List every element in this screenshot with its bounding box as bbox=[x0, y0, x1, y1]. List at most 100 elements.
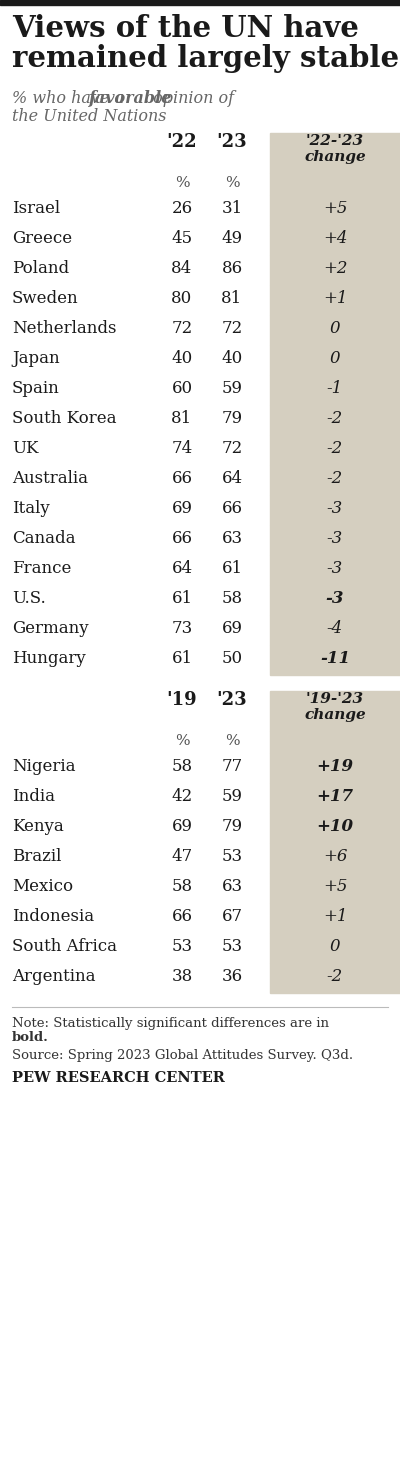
Text: 72: 72 bbox=[221, 441, 243, 457]
Text: 0: 0 bbox=[330, 349, 340, 367]
Text: +19: +19 bbox=[316, 758, 354, 775]
Text: 66: 66 bbox=[172, 908, 192, 926]
Bar bbox=[270, 843, 400, 873]
Text: 61: 61 bbox=[172, 650, 192, 668]
Text: +5: +5 bbox=[323, 879, 347, 895]
Text: % who have a: % who have a bbox=[12, 90, 129, 108]
Bar bbox=[270, 374, 400, 405]
Text: 50: 50 bbox=[222, 650, 242, 668]
Text: 81: 81 bbox=[221, 290, 243, 307]
Text: Nigeria: Nigeria bbox=[12, 758, 76, 775]
Text: +1: +1 bbox=[323, 290, 347, 307]
Text: 64: 64 bbox=[172, 560, 192, 576]
Text: bold.: bold. bbox=[12, 1030, 49, 1044]
Text: 69: 69 bbox=[172, 818, 192, 834]
Text: -4: -4 bbox=[327, 621, 343, 637]
Text: 74: 74 bbox=[171, 441, 193, 457]
Text: Kenya: Kenya bbox=[12, 818, 64, 834]
Text: the United Nations: the United Nations bbox=[12, 108, 166, 125]
Bar bbox=[270, 464, 400, 495]
Text: Spain: Spain bbox=[12, 380, 60, 397]
Text: '23: '23 bbox=[217, 691, 247, 709]
Bar bbox=[270, 255, 400, 284]
Text: opinion of: opinion of bbox=[148, 90, 234, 108]
Text: Germany: Germany bbox=[12, 621, 89, 637]
Text: Brazil: Brazil bbox=[12, 848, 61, 865]
Text: 60: 60 bbox=[172, 380, 192, 397]
Text: 49: 49 bbox=[222, 230, 242, 248]
Text: change: change bbox=[304, 150, 366, 164]
Bar bbox=[270, 172, 400, 195]
Bar bbox=[0, 0, 400, 4]
Text: +17: +17 bbox=[316, 789, 354, 805]
Bar bbox=[270, 814, 400, 843]
Text: +1: +1 bbox=[323, 908, 347, 926]
Bar bbox=[270, 731, 400, 753]
Text: India: India bbox=[12, 789, 55, 805]
Text: -3: -3 bbox=[327, 500, 343, 517]
Text: Note: Statistically significant differences are in: Note: Statistically significant differen… bbox=[12, 1017, 329, 1030]
Text: France: France bbox=[12, 560, 71, 576]
Text: 63: 63 bbox=[222, 531, 242, 547]
Text: 53: 53 bbox=[222, 937, 242, 955]
Text: 59: 59 bbox=[222, 789, 242, 805]
Bar bbox=[270, 525, 400, 556]
Text: -3: -3 bbox=[326, 590, 344, 607]
Text: +5: +5 bbox=[323, 200, 347, 217]
Bar bbox=[270, 556, 400, 585]
Text: 36: 36 bbox=[222, 968, 242, 985]
Text: 73: 73 bbox=[171, 621, 193, 637]
Text: %: % bbox=[175, 175, 189, 190]
Text: 66: 66 bbox=[172, 470, 192, 486]
Bar bbox=[270, 691, 400, 731]
Text: 77: 77 bbox=[221, 758, 243, 775]
Text: -3: -3 bbox=[327, 560, 343, 576]
Text: Views of the UN have: Views of the UN have bbox=[12, 13, 359, 43]
Text: 72: 72 bbox=[171, 320, 193, 338]
Text: -1: -1 bbox=[327, 380, 343, 397]
Bar bbox=[270, 753, 400, 783]
Text: 59: 59 bbox=[222, 380, 242, 397]
Text: %: % bbox=[175, 734, 189, 747]
Text: 79: 79 bbox=[222, 410, 242, 427]
Text: Hungary: Hungary bbox=[12, 650, 86, 668]
Text: 53: 53 bbox=[222, 848, 242, 865]
Text: 79: 79 bbox=[222, 818, 242, 834]
Text: 64: 64 bbox=[222, 470, 242, 486]
Bar bbox=[270, 315, 400, 345]
Text: +6: +6 bbox=[323, 848, 347, 865]
Text: Indonesia: Indonesia bbox=[12, 908, 94, 926]
Bar bbox=[270, 405, 400, 435]
Text: Australia: Australia bbox=[12, 470, 88, 486]
Bar bbox=[270, 873, 400, 904]
Text: Source: Spring 2023 Global Attitudes Survey. Q3d.: Source: Spring 2023 Global Attitudes Sur… bbox=[12, 1049, 353, 1061]
Text: change: change bbox=[304, 708, 366, 722]
Bar bbox=[270, 435, 400, 464]
Text: PEW RESEARCH CENTER: PEW RESEARCH CENTER bbox=[12, 1072, 225, 1085]
Text: U.S.: U.S. bbox=[12, 590, 46, 607]
Text: UK: UK bbox=[12, 441, 38, 457]
Text: -2: -2 bbox=[327, 470, 343, 486]
Bar bbox=[270, 783, 400, 814]
Text: %: % bbox=[225, 175, 239, 190]
Text: 67: 67 bbox=[222, 908, 242, 926]
Text: '19: '19 bbox=[167, 691, 197, 709]
Text: '23: '23 bbox=[217, 133, 247, 150]
Text: 38: 38 bbox=[171, 968, 193, 985]
Bar bbox=[270, 133, 400, 172]
Text: -2: -2 bbox=[327, 410, 343, 427]
Bar bbox=[270, 345, 400, 374]
Text: 81: 81 bbox=[171, 410, 193, 427]
Text: 63: 63 bbox=[222, 879, 242, 895]
Text: -3: -3 bbox=[327, 531, 343, 547]
Text: 47: 47 bbox=[171, 848, 193, 865]
Text: 53: 53 bbox=[172, 937, 192, 955]
Text: 69: 69 bbox=[222, 621, 242, 637]
Text: 58: 58 bbox=[222, 590, 242, 607]
Bar bbox=[270, 646, 400, 675]
Text: 31: 31 bbox=[221, 200, 243, 217]
Text: Netherlands: Netherlands bbox=[12, 320, 116, 338]
Text: +4: +4 bbox=[323, 230, 347, 248]
Bar bbox=[270, 284, 400, 315]
Text: Poland: Poland bbox=[12, 259, 69, 277]
